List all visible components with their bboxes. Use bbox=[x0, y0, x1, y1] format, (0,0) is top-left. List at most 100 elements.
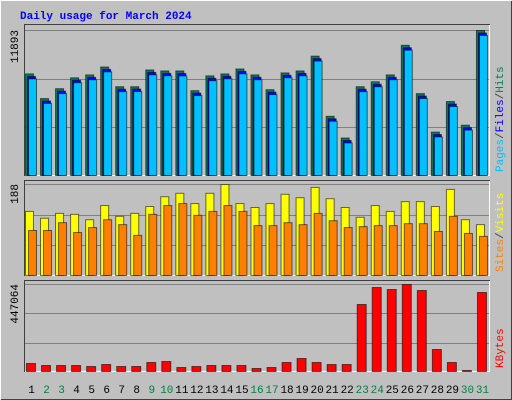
legend-entry: KBytes bbox=[495, 328, 507, 368]
legend: KBytes bbox=[495, 328, 507, 368]
bar bbox=[73, 82, 83, 176]
bar bbox=[238, 210, 248, 276]
bar bbox=[433, 136, 443, 177]
bar bbox=[463, 129, 473, 177]
bar bbox=[73, 231, 83, 276]
x-tick-label: 30 bbox=[461, 385, 474, 397]
bar bbox=[358, 91, 368, 176]
x-tick-label: 25 bbox=[386, 385, 399, 397]
bar bbox=[28, 78, 37, 176]
x-tick-label: 15 bbox=[235, 385, 248, 397]
bar bbox=[461, 369, 472, 373]
x-tick-label: 31 bbox=[476, 385, 490, 397]
bar bbox=[103, 219, 113, 276]
bar bbox=[326, 364, 337, 372]
x-tick-label: 5 bbox=[88, 385, 95, 397]
legend-separator: / bbox=[495, 232, 507, 239]
y-tick-label: 447064 bbox=[10, 284, 22, 324]
bar bbox=[26, 363, 36, 373]
x-tick-label: 19 bbox=[295, 385, 308, 397]
bar bbox=[131, 365, 142, 373]
bar bbox=[448, 215, 458, 277]
y-tick-label: 188 bbox=[10, 184, 22, 204]
bar bbox=[343, 142, 353, 177]
x-tick-label: 21 bbox=[326, 385, 340, 397]
bar bbox=[268, 225, 278, 276]
chart-title: Daily usage for March 2024 bbox=[20, 11, 192, 23]
bar bbox=[418, 223, 428, 277]
bar bbox=[178, 203, 188, 277]
x-tick-label: 13 bbox=[205, 385, 218, 397]
bar bbox=[403, 49, 413, 176]
bar bbox=[101, 364, 112, 372]
bar bbox=[463, 232, 473, 277]
bar bbox=[343, 227, 353, 276]
bar bbox=[41, 364, 52, 372]
legend: Pages/Files/Hits bbox=[495, 66, 507, 172]
bar bbox=[191, 365, 202, 373]
x-tick-label: 3 bbox=[58, 385, 65, 397]
legend: Sites/Visits bbox=[495, 193, 507, 272]
x-tick-label: 29 bbox=[446, 385, 459, 397]
panel-border-dark bbox=[24, 24, 490, 176]
bar bbox=[478, 235, 488, 277]
bar bbox=[88, 227, 98, 276]
x-tick-label: 12 bbox=[190, 385, 203, 397]
bar bbox=[358, 226, 368, 277]
bar bbox=[133, 91, 143, 176]
bar bbox=[118, 91, 128, 176]
bar bbox=[298, 224, 308, 276]
bar bbox=[163, 75, 173, 176]
legend-entry: Sites bbox=[495, 239, 507, 272]
bar bbox=[88, 79, 98, 176]
bar bbox=[328, 120, 338, 177]
x-tick-label: 24 bbox=[371, 385, 385, 397]
bar bbox=[223, 78, 233, 176]
bar bbox=[388, 225, 398, 276]
bar bbox=[283, 222, 293, 276]
bar bbox=[446, 362, 457, 373]
bar bbox=[431, 349, 442, 372]
x-tick-label: 26 bbox=[401, 385, 414, 397]
bar bbox=[161, 360, 172, 372]
panel bbox=[24, 280, 490, 372]
bar bbox=[313, 212, 323, 277]
bar bbox=[176, 367, 187, 373]
x-tick-label: 14 bbox=[220, 385, 234, 397]
bar bbox=[208, 80, 218, 176]
bar bbox=[193, 95, 203, 176]
bar bbox=[238, 73, 248, 176]
bar bbox=[356, 303, 367, 373]
bar bbox=[433, 230, 443, 277]
bar bbox=[253, 79, 263, 176]
bar bbox=[86, 365, 97, 373]
bar bbox=[296, 358, 307, 373]
x-tick-label: 7 bbox=[118, 385, 125, 397]
x-tick-label: 4 bbox=[73, 385, 80, 397]
legend-entry: Files bbox=[495, 99, 507, 132]
bar bbox=[133, 234, 143, 276]
x-tick-label: 11 bbox=[175, 385, 189, 397]
y-tick-label: 11893 bbox=[10, 30, 22, 63]
bar bbox=[163, 205, 173, 276]
bar bbox=[401, 284, 412, 372]
legend-entry: Hits bbox=[495, 66, 507, 92]
bar bbox=[43, 102, 53, 176]
bar bbox=[56, 364, 67, 372]
legend-entry: Pages bbox=[495, 139, 507, 172]
bar bbox=[71, 364, 82, 372]
bar bbox=[221, 364, 232, 372]
bar bbox=[146, 362, 157, 373]
x-tick-label: 6 bbox=[103, 385, 110, 397]
x-tick-label: 2 bbox=[43, 385, 50, 397]
bar bbox=[253, 225, 263, 276]
x-tick-label: 23 bbox=[356, 385, 369, 397]
bar bbox=[103, 71, 113, 176]
x-tick-label: 8 bbox=[133, 385, 140, 397]
legend-separator: / bbox=[495, 93, 507, 100]
bar bbox=[223, 205, 233, 276]
bar bbox=[208, 210, 218, 276]
bar bbox=[373, 86, 383, 176]
